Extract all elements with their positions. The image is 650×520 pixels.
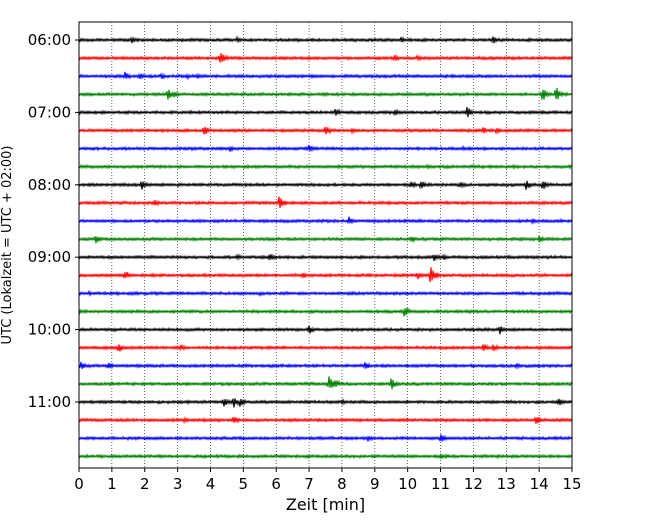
trace-line — [78, 235, 573, 244]
plot-frame — [78, 21, 573, 469]
trace-line — [78, 253, 573, 262]
trace-line — [78, 180, 573, 190]
trace-line — [78, 107, 573, 118]
trace-line — [78, 216, 573, 226]
x-tick-label: 3 — [173, 475, 183, 493]
trace-line — [78, 307, 573, 317]
x-tick-label: 6 — [271, 475, 281, 493]
trace-line — [78, 343, 573, 352]
y-tick-label: 06:00 — [28, 31, 71, 49]
trace-line — [78, 126, 573, 135]
y-tick-label: 10:00 — [28, 321, 71, 339]
x-tick-label: 5 — [239, 475, 249, 493]
trace-line — [78, 163, 573, 171]
x-tick-label: 1 — [107, 475, 117, 493]
y-tick-label: 09:00 — [28, 248, 71, 266]
x-axis-label: Zeit [min] — [286, 495, 365, 514]
x-tick-label: 11 — [431, 475, 450, 493]
x-tick-label: 10 — [398, 475, 417, 493]
trace-line — [78, 196, 573, 209]
y-axis-label: UTC (Lokalzeit = UTC + 02:00) — [0, 146, 15, 345]
x-axis-ticks: 0 1 2 3 4 5 6 7 8 9 10 11 12 13 14 15 — [74, 468, 582, 493]
y-tick-label: 11:00 — [28, 393, 71, 411]
y-axis-ticks: 06:00 07:00 08:00 09:00 10:00 11:00 — [28, 31, 79, 411]
x-tick-label: 13 — [497, 475, 516, 493]
trace-line — [78, 267, 573, 283]
trace-line — [78, 87, 573, 100]
x-tick-label: 4 — [206, 475, 216, 493]
x-tick-label: 9 — [370, 475, 380, 493]
trace-line — [78, 397, 573, 408]
trace-line — [78, 289, 573, 298]
trace-line — [78, 325, 573, 335]
trace-line — [78, 416, 573, 425]
x-tick-label: 8 — [337, 475, 347, 493]
trace-line — [78, 452, 573, 460]
seismic-traces — [78, 35, 573, 460]
y-tick-label: 08:00 — [28, 176, 71, 194]
x-tick-label: 0 — [74, 475, 84, 493]
x-tick-label: 12 — [464, 475, 483, 493]
trace-line — [78, 376, 573, 390]
trace-line — [78, 434, 573, 442]
trace-line — [78, 144, 573, 153]
trace-line — [78, 361, 573, 370]
trace-line — [78, 35, 573, 44]
x-tick-label: 2 — [140, 475, 150, 493]
trace-line — [78, 71, 573, 81]
x-tick-label: 14 — [530, 475, 549, 493]
trace-line — [78, 52, 573, 63]
x-tick-label: 7 — [304, 475, 314, 493]
vertical-gridlines — [111, 22, 540, 468]
y-tick-label: 07:00 — [28, 103, 71, 121]
x-tick-label: 15 — [562, 475, 581, 493]
